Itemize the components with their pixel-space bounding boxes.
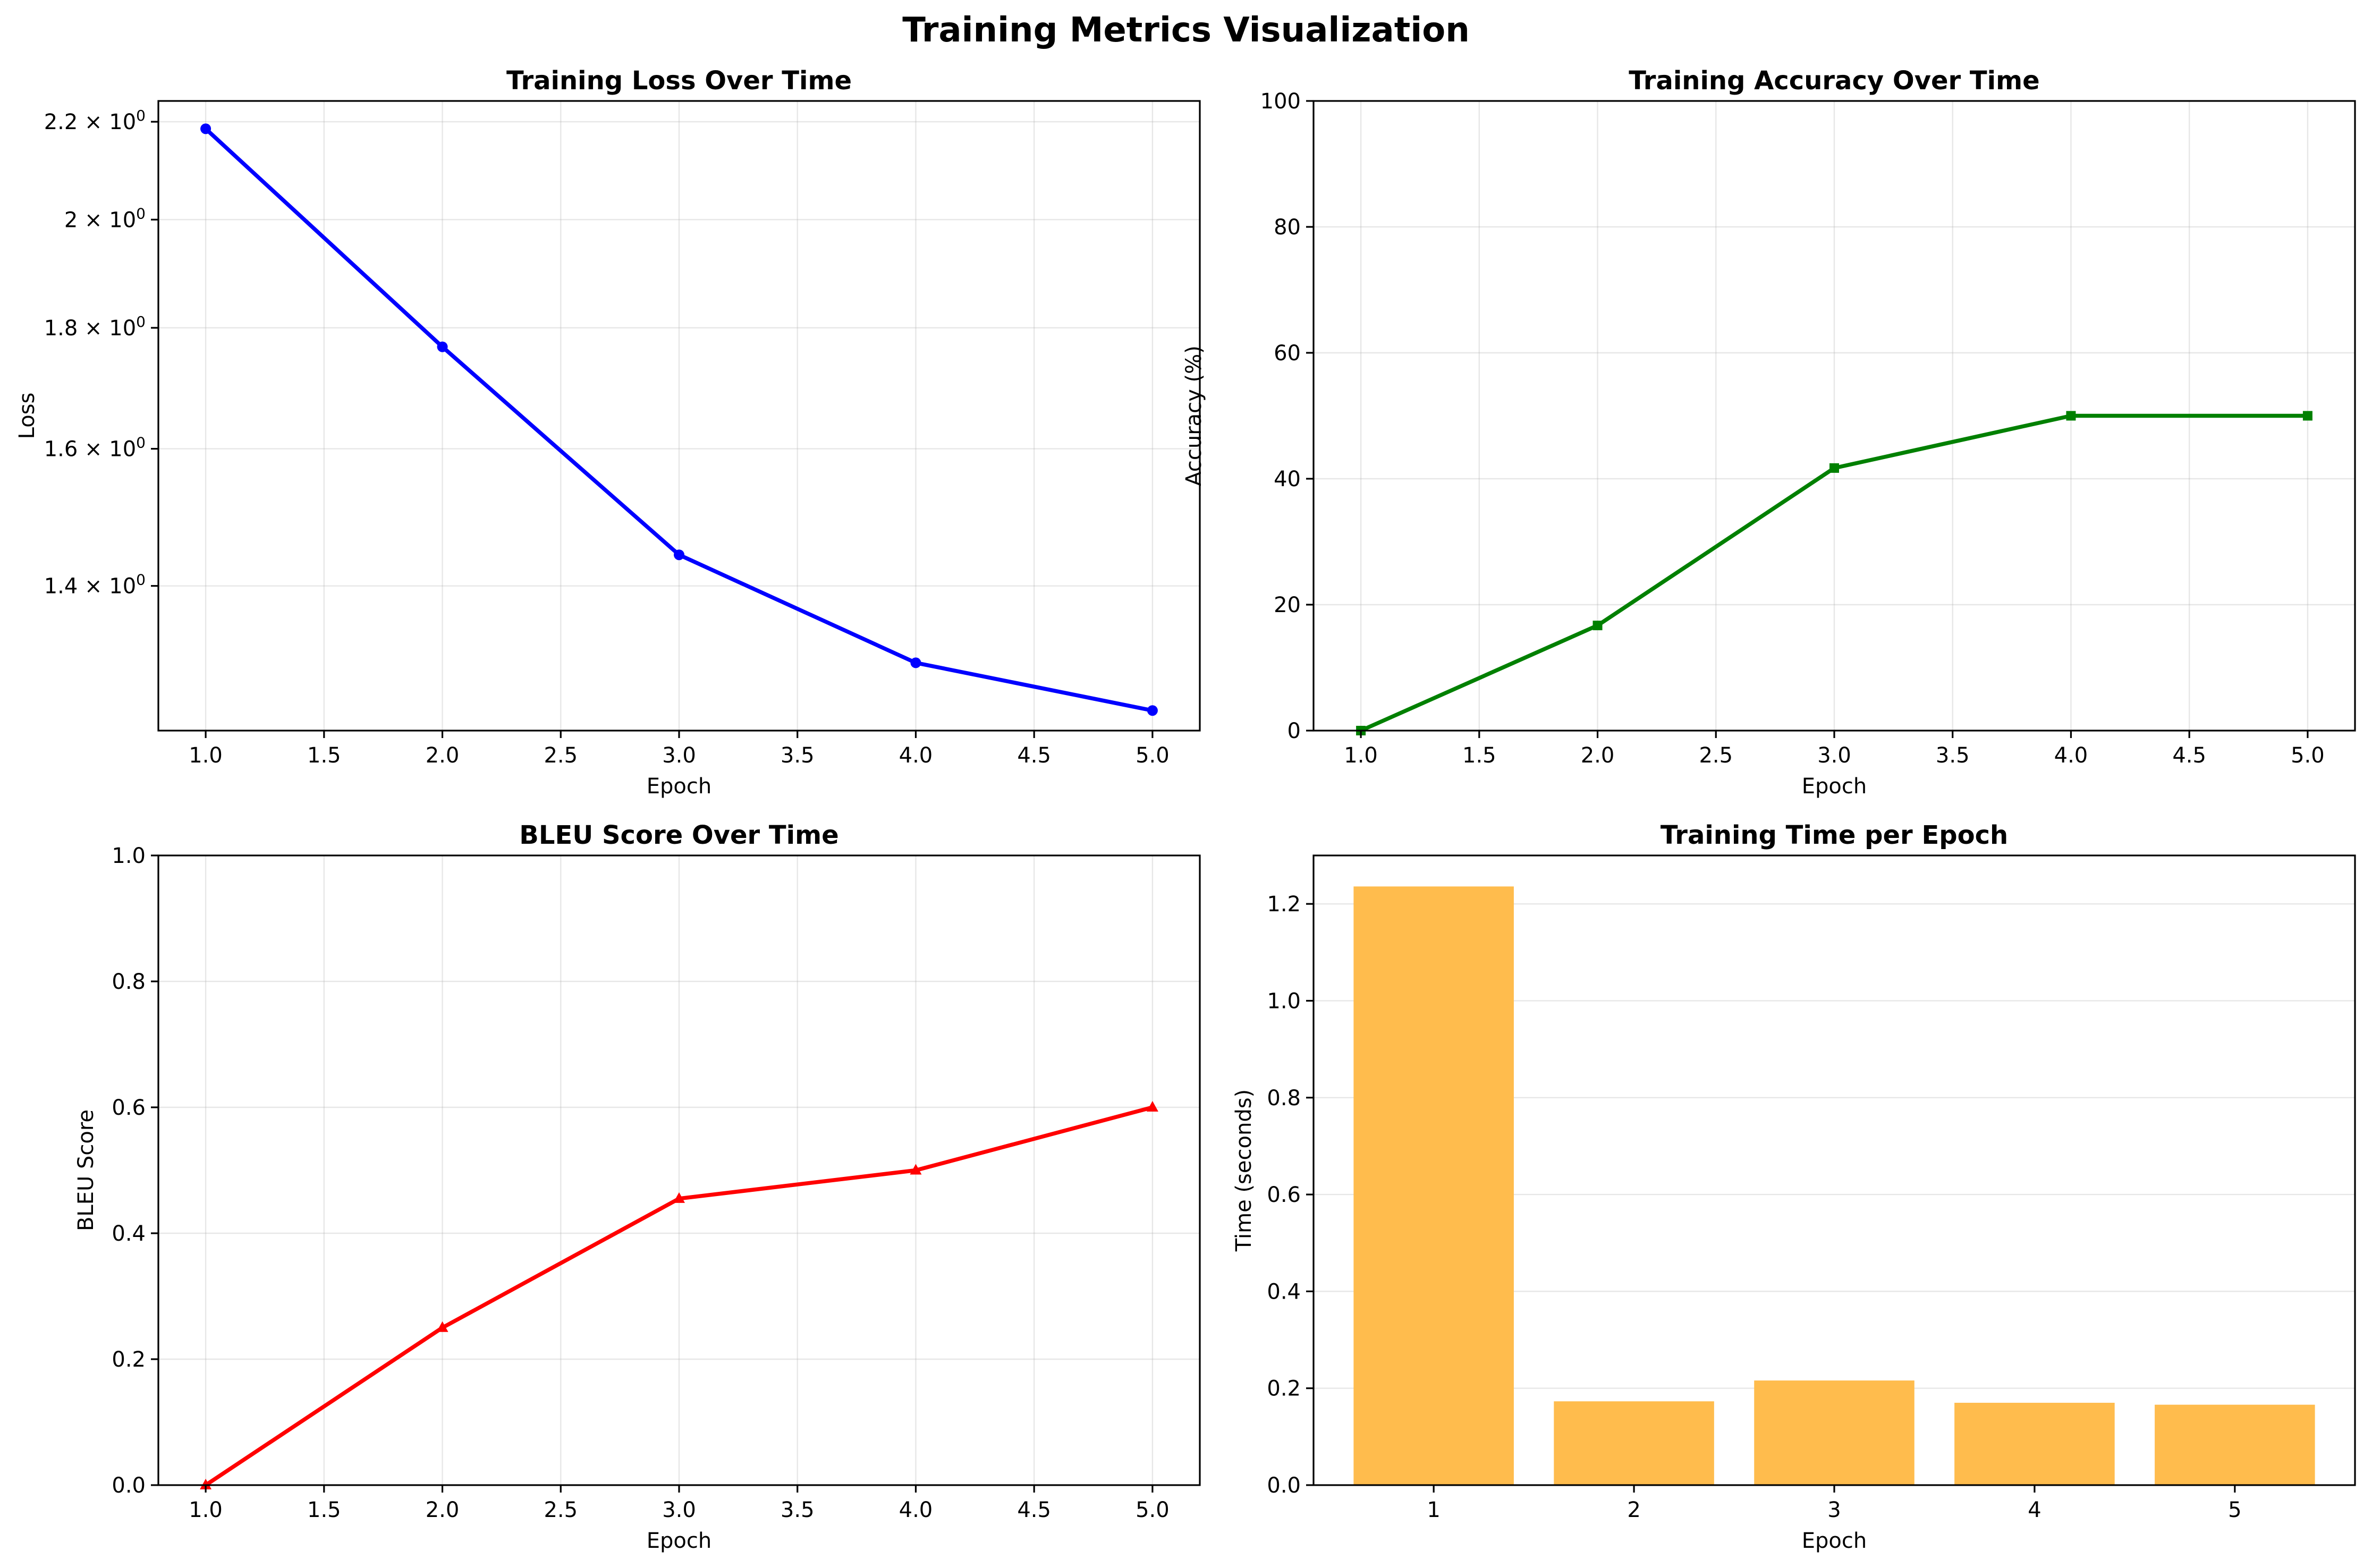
- chart-title: BLEU Score Over Time: [519, 820, 838, 850]
- y-tick-label: 1.4 × 100: [44, 571, 146, 599]
- y-tick-label: 0.0: [1267, 1473, 1301, 1498]
- x-tick-label: 2.0: [1581, 743, 1615, 768]
- data-point: [1829, 463, 1839, 473]
- x-tick-label: 3.5: [1936, 743, 1970, 768]
- x-tick-label: 4.5: [2172, 743, 2206, 768]
- y-tick-label: 0: [1287, 719, 1301, 743]
- data-point: [200, 123, 211, 134]
- x-tick-label: 4.0: [899, 743, 933, 768]
- x-tick-label: 2.5: [544, 1498, 578, 1522]
- x-axis-label: Epoch: [1802, 1529, 1867, 1553]
- x-tick-label: 5.0: [2291, 743, 2325, 768]
- data-point: [910, 657, 921, 668]
- x-tick-label: 2.0: [426, 1498, 460, 1522]
- y-tick-label: 1.6 × 100: [44, 434, 146, 462]
- x-tick-label: 1.5: [307, 1498, 341, 1522]
- x-tick-label: 5: [2228, 1498, 2241, 1522]
- bar: [1353, 886, 1514, 1485]
- y-tick-label: 0.0: [112, 1473, 146, 1498]
- y-axis-label: Time (seconds): [1232, 1089, 1256, 1252]
- y-tick-label: 0.2: [112, 1347, 146, 1372]
- chart-4: 1 2 3 4 5 0.0 0.2 0.4 0.6 0.8 1.0 1.2 Training Time …: [1232, 820, 2356, 1553]
- y-tick-label: 0.8: [112, 970, 146, 994]
- data-point: [2066, 411, 2076, 421]
- y-tick-label: 2 × 100: [64, 205, 146, 232]
- figure-title: Training Metrics Visualization: [902, 11, 1470, 50]
- bar: [1754, 1380, 1914, 1485]
- x-tick-label: 1.0: [1344, 743, 1378, 768]
- chart-1: 1.0 1.5 2.0 2.5 3.0 3.5 4.0 4.5 5.0 1.4 × 100 1.6 …: [15, 66, 1201, 799]
- y-tick-label: 0.6: [1267, 1183, 1301, 1207]
- y-tick-label: 1.8 × 100: [44, 313, 146, 341]
- x-axis-label: Epoch: [1802, 774, 1867, 799]
- data-point: [673, 1192, 685, 1203]
- x-tick-label: 3.5: [781, 743, 815, 768]
- data-point: [436, 1321, 448, 1332]
- x-tick-label: 3.0: [662, 743, 696, 768]
- x-tick-label: 4.5: [1017, 1498, 1051, 1522]
- x-tick-label: 3.0: [662, 1498, 696, 1522]
- x-tick-label: 2.5: [544, 743, 578, 768]
- x-tick-label: 4.5: [1017, 743, 1051, 768]
- chart-title: Training Time per Epoch: [1661, 820, 2008, 850]
- chart-title: Training Accuracy Over Time: [1629, 66, 2039, 96]
- y-tick-label: 1.2: [1267, 892, 1301, 917]
- data-point: [437, 341, 448, 352]
- x-axis-label: Epoch: [647, 1529, 711, 1553]
- y-tick-label: 100: [1260, 89, 1301, 114]
- bar: [1954, 1403, 2115, 1485]
- x-tick-label: 4.0: [2054, 743, 2088, 768]
- data-point: [910, 1164, 922, 1175]
- y-tick-label: 0.4: [112, 1222, 146, 1246]
- x-axis-label: Epoch: [647, 774, 711, 799]
- data-point: [2302, 411, 2312, 421]
- y-tick-label: 2.2 × 100: [44, 107, 146, 134]
- x-tick-label: 1.0: [189, 1498, 223, 1522]
- y-tick-label: 0.2: [1267, 1377, 1301, 1401]
- y-axis-label: BLEU Score: [74, 1109, 98, 1231]
- y-tick-label: 40: [1274, 467, 1301, 491]
- y-tick-label: 20: [1274, 593, 1301, 617]
- chart-title: Training Loss Over Time: [506, 66, 852, 96]
- x-tick-label: 2.0: [426, 743, 460, 768]
- x-tick-label: 2.5: [1699, 743, 1733, 768]
- y-tick-label: 60: [1274, 341, 1301, 366]
- y-tick-label: 1.0: [112, 844, 146, 868]
- x-tick-label: 1.0: [189, 743, 223, 768]
- bar: [1554, 1401, 1714, 1485]
- data-point: [1592, 621, 1603, 631]
- bar: [2155, 1404, 2315, 1485]
- x-tick-label: 3.0: [1817, 743, 1851, 768]
- y-tick-label: 0.4: [1267, 1279, 1301, 1304]
- chart-2: 1.0 1.5 2.0 2.5 3.0 3.5 4.0 4.5 5.0 0 20 40 60 80 100 T…: [1182, 66, 2356, 799]
- x-tick-label: 3: [1827, 1498, 1841, 1522]
- x-tick-label: 1.5: [1462, 743, 1496, 768]
- y-tick-label: 80: [1274, 215, 1301, 240]
- x-tick-label: 3.5: [781, 1498, 815, 1522]
- x-tick-label: 1: [1427, 1498, 1440, 1522]
- chart-3: 1.0 1.5 2.0 2.5 3.0 3.5 4.0 4.5 5.0 0.0 0.2 0.4 0.6 0…: [74, 820, 1201, 1553]
- y-tick-label: 0.8: [1267, 1086, 1301, 1111]
- x-tick-label: 1.5: [307, 743, 341, 768]
- charts: 1.0 1.5 2.0 2.5 3.0 3.5 4.0 4.5 5.0 1.4 × 100 1.6 …: [15, 66, 2356, 1553]
- x-tick-label: 4: [2028, 1498, 2041, 1522]
- data-point: [674, 549, 684, 561]
- data-point: [200, 1479, 212, 1489]
- data-point: [1147, 705, 1158, 716]
- y-axis-label: Accuracy (%): [1182, 345, 1206, 486]
- y-tick-label: 1.0: [1267, 989, 1301, 1013]
- x-tick-label: 2: [1627, 1498, 1640, 1522]
- x-tick-label: 5.0: [1136, 1498, 1170, 1522]
- y-axis-label: Loss: [15, 393, 39, 439]
- x-tick-label: 4.0: [899, 1498, 933, 1522]
- y-tick-label: 0.6: [112, 1096, 146, 1120]
- data-point: [1146, 1101, 1158, 1112]
- x-tick-label: 5.0: [1136, 743, 1170, 768]
